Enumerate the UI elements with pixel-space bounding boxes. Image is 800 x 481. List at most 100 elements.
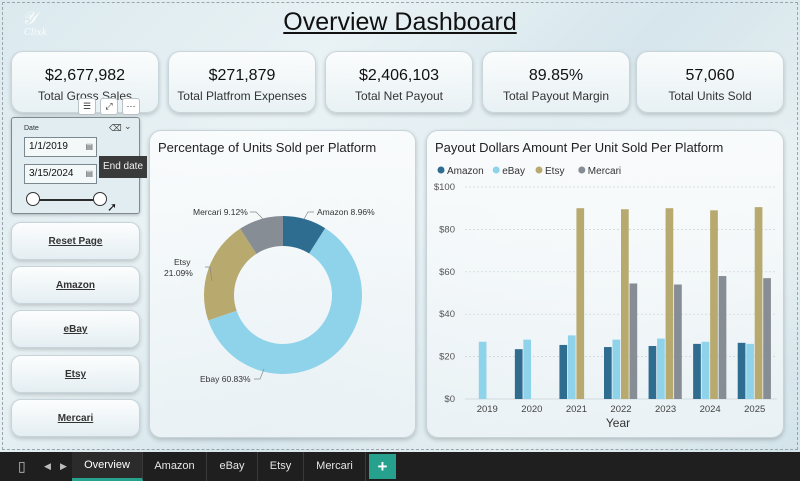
clear-selection-icon[interactable]: ⌫: [109, 123, 122, 133]
x-tick-label: 2019: [477, 404, 498, 415]
donut-label-etsy-pct: 21.09%: [164, 268, 193, 278]
kpi-value: $271,879: [208, 67, 276, 84]
end-date-slider-handle[interactable]: [93, 192, 107, 206]
bar-amazon-2024[interactable]: [693, 343, 701, 399]
bar-ebay-2020[interactable]: [523, 339, 532, 399]
kpi-label: Total Net Payout: [354, 89, 444, 103]
bar-amazon-2020[interactable]: [514, 349, 523, 399]
donut-label-mercari: Mercari 9.12%: [193, 207, 248, 217]
legend-marker: [492, 166, 500, 174]
date-range-track[interactable]: [32, 199, 102, 201]
donut-label-amazon: Amazon 8.96%: [317, 207, 375, 217]
mercari-button[interactable]: Mercari: [11, 399, 140, 437]
x-tick-label: 2021: [566, 404, 587, 415]
kpi-card-payout-margin[interactable]: 89.85% Total Payout Margin: [482, 51, 630, 113]
tab-amazon[interactable]: Amazon: [143, 452, 207, 481]
reset-page-button[interactable]: Reset Page: [11, 222, 140, 260]
kpi-label: Total Units Sold: [668, 89, 752, 103]
donut-chart-title: Percentage of Units Sold per Platform: [158, 140, 377, 155]
bar-mercari-2023[interactable]: [674, 284, 682, 399]
bar-etsy-2022[interactable]: [621, 209, 629, 399]
donut-chart-panel[interactable]: Percentage of Units Sold per Platform Am…: [149, 130, 416, 438]
start-date-slider-handle[interactable]: [26, 192, 40, 206]
x-tick-label: 2020: [521, 404, 542, 415]
donut-slice-etsy[interactable]: [204, 228, 257, 321]
y-tick-label: $20: [439, 352, 455, 363]
focus-mode-icon[interactable]: ⤢: [100, 98, 118, 115]
tab-mercari[interactable]: Mercari: [304, 452, 366, 481]
tab-overview[interactable]: Overview: [72, 452, 143, 481]
tooltip: End date: [99, 156, 147, 178]
bar-etsy-2023[interactable]: [665, 208, 674, 399]
bar-amazon-2023[interactable]: [648, 346, 657, 399]
bar-etsy-2021[interactable]: [576, 208, 585, 399]
donut-slice-ebay[interactable]: [208, 228, 362, 374]
donut-chart[interactable]: Amazon 8.96% Mercari 9.12% Etsy 21.09% E…: [150, 131, 417, 439]
legend-label-etsy: Etsy: [545, 166, 564, 177]
pointer-cursor-icon: ➚: [107, 200, 118, 214]
donut-label-ebay: Ebay 60.83%: [200, 374, 251, 384]
bar-mercari-2022[interactable]: [629, 283, 638, 399]
y-tick-label: $80: [439, 224, 455, 235]
bar-ebay-2025[interactable]: [746, 343, 754, 399]
date-slicer[interactable]: Date ⌫ ⌄ 1/1/2019 ▤ 3/15/2024 ▤ ➚: [11, 117, 140, 214]
x-tick-label: 2025: [744, 404, 765, 415]
kpi-card-net-payout[interactable]: $2,406,103 Total Net Payout: [325, 51, 473, 113]
bar-amazon-2022[interactable]: [604, 347, 612, 399]
mobile-layout-icon[interactable]: ▯: [18, 458, 26, 474]
bar-amazon-2025[interactable]: [737, 342, 746, 399]
end-date-input[interactable]: 3/15/2024 ▤: [24, 164, 97, 184]
tab-ebay[interactable]: eBay: [207, 452, 258, 481]
y-tick-label: $100: [434, 182, 455, 193]
chevron-down-icon[interactable]: ⌄: [124, 121, 132, 131]
end-date-value: 3/15/2024: [29, 168, 74, 179]
x-tick-label: 2022: [610, 404, 631, 415]
amazon-button[interactable]: Amazon: [11, 266, 140, 304]
filter-icon[interactable]: ☰: [78, 98, 96, 115]
x-tick-label: 2024: [700, 404, 721, 415]
next-page-icon[interactable]: ▶: [60, 461, 67, 471]
previous-page-icon[interactable]: ◀: [44, 461, 51, 471]
calendar-icon[interactable]: ▤: [85, 142, 93, 151]
bar-ebay-2023[interactable]: [657, 338, 665, 399]
x-axis-title: Year: [606, 416, 630, 430]
bar-ebay-2022[interactable]: [612, 339, 621, 399]
x-tick-label: 2023: [655, 404, 676, 415]
bar-mercari-2025[interactable]: [763, 278, 771, 399]
kpi-value: $2,406,103: [358, 67, 440, 84]
logo: 𝒴 Clixk: [22, 8, 48, 38]
donut-slice-amazon[interactable]: [283, 216, 326, 254]
bar-mercari-2024[interactable]: [718, 276, 727, 399]
tab-etsy[interactable]: Etsy: [258, 452, 304, 481]
y-tick-label: $60: [439, 267, 455, 278]
ebay-button[interactable]: eBay: [11, 310, 140, 348]
bar-amazon-2021[interactable]: [559, 344, 568, 399]
bar-chart-panel[interactable]: Payout Dollars Amount Per Unit Sold Per …: [426, 130, 784, 438]
calendar-icon[interactable]: ▤: [85, 169, 93, 178]
kpi-label: Total Platfrom Expenses: [177, 89, 307, 103]
donut-label-etsy-name: Etsy: [174, 257, 191, 267]
bar-ebay-2021[interactable]: [567, 335, 576, 399]
visual-header-toolbar: ☰ ⤢ ⋯: [78, 98, 140, 116]
donut-slice-mercari[interactable]: [240, 216, 283, 254]
start-date-input[interactable]: 1/1/2019 ▤: [24, 137, 97, 157]
kpi-value: 89.85%: [528, 67, 584, 84]
page-title: Overview Dashboard: [283, 8, 517, 36]
bar-etsy-2024[interactable]: [710, 210, 718, 399]
kpi-label: Total Payout Margin: [502, 89, 610, 103]
more-options-icon[interactable]: ⋯: [122, 98, 140, 115]
legend-label-mercari: Mercari: [588, 166, 621, 177]
bar-ebay-2024[interactable]: [701, 341, 710, 399]
etsy-button[interactable]: Etsy: [11, 355, 140, 393]
kpi-card-platform-expenses[interactable]: $271,879 Total Platfrom Expenses: [168, 51, 316, 113]
y-tick-label: $0: [444, 394, 455, 405]
kpi-card-units-sold[interactable]: 57,060 Total Units Sold: [636, 51, 784, 113]
page-tab-bar: ▯ ◀ ▶ Overview Amazon eBay Etsy Mercari …: [0, 452, 800, 481]
report-canvas: 𝒴 Clixk Overview Dashboard $2,677,982 Tot…: [0, 0, 800, 452]
bar-ebay-2019[interactable]: [478, 341, 487, 399]
legend-label-amazon: Amazon: [447, 166, 484, 177]
add-page-button[interactable]: +: [369, 454, 396, 479]
bar-etsy-2025[interactable]: [754, 207, 763, 399]
bar-chart-title: Payout Dollars Amount Per Unit Sold Per …: [435, 140, 724, 155]
bar-chart[interactable]: Amazon eBay Etsy Mercari $0 $20 $40 $60 $80 $100…: [427, 131, 785, 439]
